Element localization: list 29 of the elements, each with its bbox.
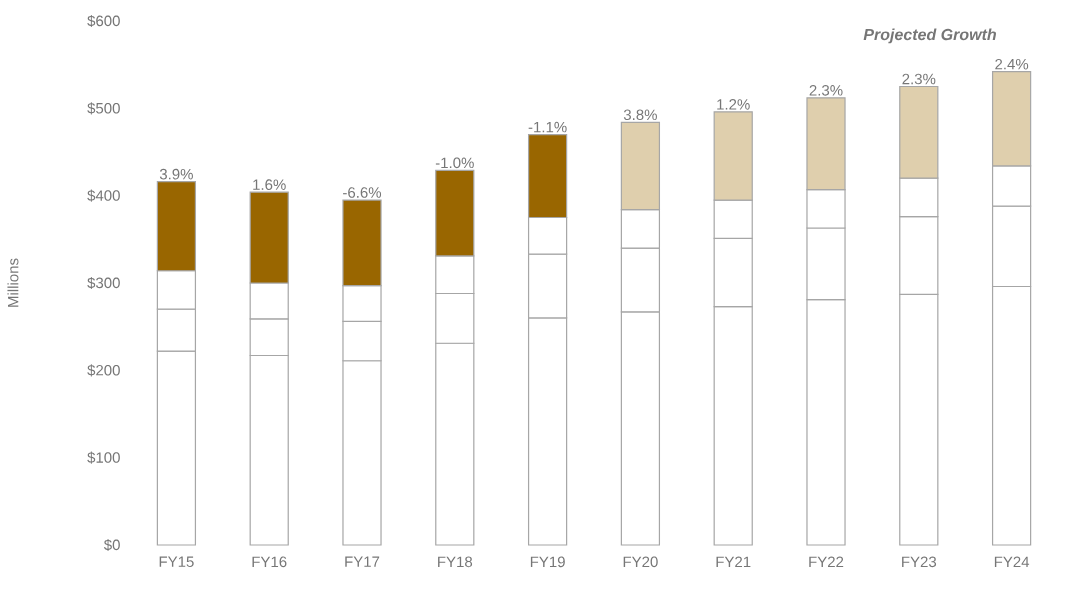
annotation: 2.3% [809,85,843,96]
x-tick-label: FY20 [623,556,658,568]
x-tick-label: FY15 [159,556,194,567]
y-tick-label: $100 [87,451,120,464]
y-tick-label: $0 [103,538,120,552]
y-axis-title: Millions [7,258,19,307]
y-tick-label: $200 [87,364,120,377]
y-tick-label: $500 [87,102,120,115]
x-tick-label: FY16 [252,556,287,568]
x-tick-label: FY23 [902,556,937,568]
annotation: 2.4% [995,58,1029,70]
x-tick-label: FY17 [345,556,380,567]
annotation: 1.2% [717,99,750,110]
y-tick-label: $300 [87,276,120,290]
x-tick-label: FY18 [438,556,473,568]
x-tick-label: FY24 [994,556,1030,568]
annotation: 3.9% [159,168,193,180]
x-tick-label: FY21 [716,556,751,568]
annotation: 3.8% [623,109,657,121]
annotation: -6.6% [343,187,382,198]
y-tick-label: $400 [87,189,120,202]
annotation: Projected Growth [863,28,996,44]
x-tick-label: FY22 [809,556,844,568]
annotation: -1.0% [435,157,474,169]
x-tick-label: FY19 [530,556,565,568]
annotation: -1.1% [528,121,567,133]
annotation: 1.6% [253,179,286,190]
y-tick-label: $600 [87,14,120,28]
annotation: 2.3% [902,73,936,85]
